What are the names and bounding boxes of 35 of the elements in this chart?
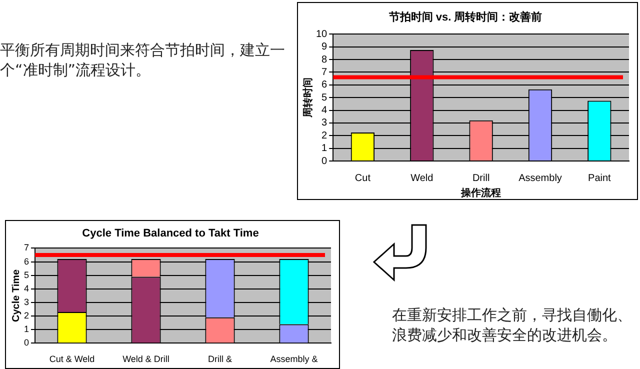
y-tick-label: 7 xyxy=(322,66,328,78)
y-tick-label: 3 xyxy=(322,118,328,129)
chart-title: Cycle Time Balanced to Takt Time xyxy=(82,228,259,240)
y-tick-label: 7 xyxy=(24,242,30,253)
x-tick-label: Weld xyxy=(410,172,434,184)
y-tick-label: 9 xyxy=(322,42,328,53)
y-tick-label: 2 xyxy=(24,310,30,321)
y-tick-label: 10 xyxy=(316,28,328,40)
y-tick-label: 8 xyxy=(322,54,328,66)
y-tick-label: 1 xyxy=(24,324,30,334)
y-tick-label: 0 xyxy=(322,156,328,167)
y-tick-label: 6 xyxy=(24,256,30,266)
y-tick-label: 5 xyxy=(322,92,328,104)
y-tick-label: 4 xyxy=(322,105,328,116)
text: 在重新安排工作之前，寻找自働化、浪费减少和改善安全的改进机会。 xyxy=(392,305,633,345)
text: 平衡所有周期时间来符合节拍时间，建立一个“准时制”流程设计。 xyxy=(0,40,286,80)
y-tick-label: 4 xyxy=(24,283,30,294)
y-axis-title: Cycle Time xyxy=(10,268,22,322)
x-tick-label: Cut & Weld xyxy=(49,354,95,364)
y-tick-label: 6 xyxy=(322,80,328,91)
x-axis-title: 操作流程 xyxy=(460,186,502,199)
y-tick-label: 5 xyxy=(24,270,30,280)
x-tick-label: Assembly & xyxy=(270,354,318,364)
x-tick-label: Drill & xyxy=(208,354,232,364)
y-tick-label: 2 xyxy=(322,130,328,142)
y-tick-label: 0 xyxy=(24,338,30,348)
x-tick-label: Cut xyxy=(354,172,371,184)
y-tick-label: 3 xyxy=(24,296,30,307)
x-tick-label: Drill xyxy=(472,172,490,184)
x-tick-label: Paint xyxy=(588,172,612,184)
y-axis-title: 周转时间 xyxy=(302,78,314,119)
chart-title: 节拍时间 vs. 周转时间：改善前 xyxy=(388,10,542,24)
x-tick-label: Assembly xyxy=(518,172,562,184)
y-tick-label: 1 xyxy=(322,143,328,154)
x-tick-label: Weld & Drill xyxy=(122,354,170,364)
